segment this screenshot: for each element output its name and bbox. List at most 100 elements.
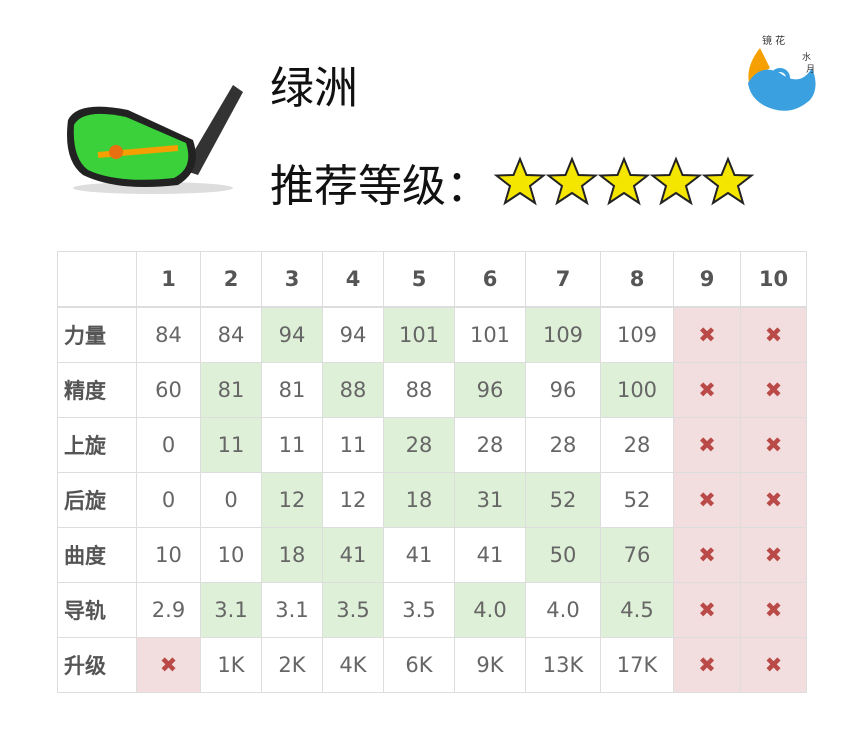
value-cell: 6K (383, 637, 455, 693)
value-cell: 9K (454, 637, 526, 693)
value-cell: 96 (454, 362, 526, 418)
value-cell: 13K (525, 637, 601, 693)
value-cell: 50 (525, 527, 601, 583)
column-header: 7 (525, 251, 601, 308)
row-label: 导轨 (57, 582, 137, 638)
row-label: 升级 (57, 637, 137, 693)
table-row: 升级 ✖ 1K 2K 4K 6K 9K 13K 17K ✖ ✖ (57, 637, 807, 693)
rating: 推荐等级： (270, 150, 754, 214)
column-header: 9 (673, 251, 741, 308)
value-cell: 3.1 (261, 582, 323, 638)
value-cell: 11 (322, 417, 384, 473)
locked-cell: ✖ (673, 306, 741, 363)
row-label: 后旋 (57, 472, 137, 528)
column-header: 3 (261, 251, 323, 308)
column-header (57, 251, 137, 308)
value-cell: 52 (525, 472, 601, 528)
value-cell: 76 (600, 527, 674, 583)
column-header: 8 (600, 251, 674, 308)
value-cell: 3.1 (200, 582, 262, 638)
value-cell: 100 (600, 362, 674, 418)
value-cell: 12 (261, 472, 323, 528)
value-cell: 17K (600, 637, 674, 693)
value-cell: 2.9 (136, 582, 201, 638)
value-cell: 18 (261, 527, 323, 583)
svg-text:月: 月 (806, 64, 815, 75)
value-cell: 28 (600, 417, 674, 473)
locked-cell: ✖ (673, 637, 741, 693)
value-cell: 10 (200, 527, 262, 583)
value-cell: 41 (454, 527, 526, 583)
row-label: 上旋 (57, 417, 137, 473)
value-cell: 88 (322, 362, 384, 418)
locked-cell: ✖ (673, 582, 741, 638)
value-cell: 52 (600, 472, 674, 528)
value-cell: 3.5 (383, 582, 455, 638)
page-title: 绿洲 (270, 63, 358, 114)
value-cell: 4.0 (454, 582, 526, 638)
column-header: 6 (454, 251, 526, 308)
value-cell: 10 (136, 527, 201, 583)
value-cell: 3.5 (322, 582, 384, 638)
star-icon (546, 156, 598, 206)
star-icon (650, 156, 702, 206)
value-cell: 12 (322, 472, 384, 528)
column-header: 5 (383, 251, 455, 308)
table-row: 后旋 0 0 12 12 18 31 52 52 ✖ ✖ (57, 472, 807, 528)
value-cell: 109 (525, 306, 601, 363)
logo-icon: 镜 花 水 月 (743, 31, 823, 111)
value-cell: 0 (200, 472, 262, 528)
locked-cell: ✖ (740, 417, 807, 473)
row-label: 精度 (57, 362, 137, 418)
locked-cell: ✖ (740, 362, 807, 418)
star-icon (702, 156, 754, 206)
stats-table: 1 2 3 4 5 6 7 8 9 10 力量 84 84 94 94 101 101 109 109 ✖ ✖ 精度 60 8… (57, 251, 807, 693)
rating-stars (494, 156, 754, 208)
value-cell: 0 (136, 472, 201, 528)
table-row: 曲度 10 10 18 41 41 41 50 76 ✖ ✖ (57, 527, 807, 583)
column-header: 10 (740, 251, 807, 308)
value-cell: 2K (261, 637, 323, 693)
locked-cell: ✖ (740, 472, 807, 528)
table-row: 力量 84 84 94 94 101 101 109 109 ✖ ✖ (57, 306, 807, 363)
value-cell: 31 (454, 472, 526, 528)
value-cell: 84 (200, 306, 262, 363)
column-header: 1 (136, 251, 201, 308)
value-cell: 94 (261, 306, 323, 363)
golf-club-icon (67, 85, 243, 194)
svg-text:镜 花: 镜 花 (762, 34, 785, 47)
table-row: 精度 60 81 81 88 88 96 96 100 ✖ ✖ (57, 362, 807, 418)
star-icon (598, 156, 650, 206)
value-cell: 4.0 (525, 582, 601, 638)
value-cell: 101 (383, 306, 455, 363)
value-cell: 11 (261, 417, 323, 473)
column-header: 4 (322, 251, 384, 308)
value-cell: 4.5 (600, 582, 674, 638)
value-cell: 88 (383, 362, 455, 418)
value-cell: 94 (322, 306, 384, 363)
value-cell: 28 (383, 417, 455, 473)
locked-cell: ✖ (740, 582, 807, 638)
value-cell: 11 (200, 417, 262, 473)
value-cell: 0 (136, 417, 201, 473)
value-cell: 81 (261, 362, 323, 418)
table-row: 导轨 2.9 3.1 3.1 3.5 3.5 4.0 4.0 4.5 ✖ ✖ (57, 582, 807, 638)
column-header: 2 (200, 251, 262, 308)
value-cell: 28 (454, 417, 526, 473)
locked-cell: ✖ (136, 637, 201, 693)
value-cell: 41 (322, 527, 384, 583)
row-label: 力量 (57, 306, 137, 363)
locked-cell: ✖ (740, 637, 807, 693)
locked-cell: ✖ (673, 417, 741, 473)
locked-cell: ✖ (673, 362, 741, 418)
locked-cell: ✖ (740, 527, 807, 583)
value-cell: 109 (600, 306, 674, 363)
header-row: 1 2 3 4 5 6 7 8 9 10 (57, 251, 807, 308)
value-cell: 4K (322, 637, 384, 693)
value-cell: 84 (136, 306, 201, 363)
value-cell: 60 (136, 362, 201, 418)
locked-cell: ✖ (673, 527, 741, 583)
star-icon (494, 156, 546, 206)
locked-cell: ✖ (740, 306, 807, 363)
table-row: 上旋 0 11 11 11 28 28 28 28 ✖ ✖ (57, 417, 807, 473)
